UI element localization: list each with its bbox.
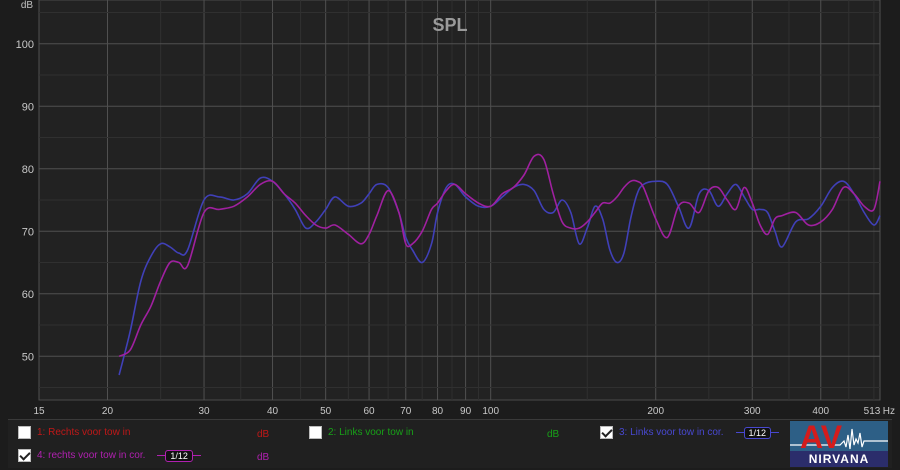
legend-checkbox-2[interactable] <box>309 426 322 439</box>
chart-svg: 15 20 30 40 50 60 70 80 90 100 200 300 400 513 Hz 50 60 7… <box>16 0 895 417</box>
logo-text: NIRVANA <box>790 451 888 467</box>
y-tick-label: 80 <box>22 164 34 176</box>
x-tick-label: 513 <box>864 406 881 417</box>
x-tick-label: 20 <box>102 406 114 417</box>
legend-item-3[interactable]: 3: Links voor tow in cor. 1/12 <box>600 426 780 439</box>
x-tick-label: 90 <box>460 406 472 417</box>
series-layer <box>118 153 881 376</box>
x-tick-label: 30 <box>198 406 210 417</box>
legend-label-1: 1: Rechts voor tow in <box>37 427 131 438</box>
y-tick-label: 90 <box>22 101 34 113</box>
legend-unit-1: dB <box>257 429 270 440</box>
y-tick-label: 70 <box>22 226 34 238</box>
x-tick-label: 60 <box>364 406 376 417</box>
x-tick-label: 300 <box>744 406 761 417</box>
legend-label-2: 2: Links voor tow in <box>328 427 414 438</box>
smoothing-badge-4[interactable]: 1/12 <box>157 449 201 462</box>
x-tick-label: 200 <box>647 406 664 417</box>
legend-item-4[interactable]: 4: rechts voor tow in cor. 1/12 <box>18 449 201 462</box>
grid <box>38 0 881 401</box>
chart-title: SPL <box>432 15 467 35</box>
x-tick-label: 100 <box>482 406 499 417</box>
tick-labels: 15 20 30 40 50 60 70 80 90 100 200 300 400 513 Hz 50 60 7… <box>16 39 895 417</box>
legend-label-4: 4: rechts voor tow in cor. <box>37 450 146 461</box>
legend-checkbox-4[interactable] <box>18 449 31 462</box>
legend-panel: 1: Rechts voor tow in dB 2: Links voor t… <box>8 419 892 468</box>
logo-graphic: AV <box>790 421 888 455</box>
legend-checkbox-1[interactable] <box>18 426 31 439</box>
svg-text:AV: AV <box>800 421 843 451</box>
av-nirvana-logo: AV NIRVANA <box>790 421 888 467</box>
legend-checkbox-3[interactable] <box>600 426 613 439</box>
y-tick-label: 60 <box>22 289 34 301</box>
spl-chart: 15 20 30 40 50 60 70 80 90 100 200 300 400 513 Hz 50 60 7… <box>16 0 895 417</box>
legend-unit-4: dB <box>257 452 270 463</box>
legend-item-1[interactable]: 1: Rechts voor tow in <box>18 426 130 439</box>
y-tick-label: 50 <box>22 351 34 363</box>
x-tick-label: 50 <box>320 406 332 417</box>
x-tick-label: 80 <box>432 406 444 417</box>
x-tick-label: 400 <box>812 406 829 417</box>
smoothing-value-4: 1/12 <box>165 449 193 462</box>
legend-unit-2: dB <box>547 429 560 440</box>
smoothing-value-3: 1/12 <box>743 426 772 439</box>
x-tick-label: 40 <box>267 406 279 417</box>
x-tick-label: 70 <box>400 406 412 417</box>
y-axis-unit: dB <box>21 0 34 11</box>
x-tick-label: 15 <box>33 406 45 417</box>
x-axis-unit: Hz <box>883 406 895 417</box>
series-line-4 <box>118 153 881 358</box>
y-tick-label: 100 <box>16 39 34 51</box>
legend-item-2[interactable]: 2: Links voor tow in <box>309 426 414 439</box>
legend-label-3: 3: Links voor tow in cor. <box>619 427 724 438</box>
smoothing-badge-3[interactable]: 1/12 <box>735 426 780 439</box>
